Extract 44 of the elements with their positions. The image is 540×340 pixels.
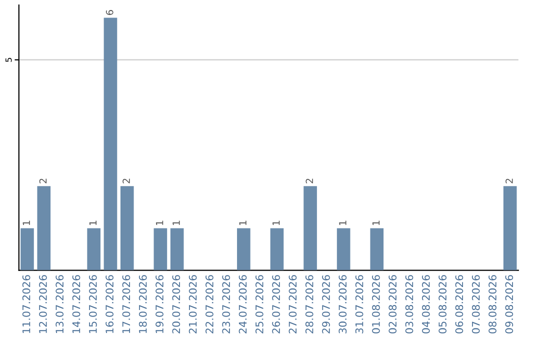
x-tick-label: 27.07.2026 xyxy=(288,275,297,334)
x-tick-label: 22.07.2026 xyxy=(206,275,214,334)
x-tick-label: 02.08.2026 xyxy=(388,275,397,334)
data-label: 1 xyxy=(89,220,97,226)
data-label: 1 xyxy=(339,220,346,226)
data-label: 2 xyxy=(39,178,47,184)
x-tick-label: 05.08.2026 xyxy=(438,275,446,334)
data-label: 2 xyxy=(122,178,130,184)
data-label: 6 xyxy=(106,10,114,15)
x-tick-label: 23.07.2026 xyxy=(222,275,230,334)
x-tick-label: 30.07.2026 xyxy=(338,275,347,334)
x-tick-label: 29.07.2026 xyxy=(322,275,330,334)
x-tick-label: 03.08.2026 xyxy=(405,275,414,334)
x-tick-label: 12.07.2026 xyxy=(39,275,47,333)
x-tick-label: 31.07.2026 xyxy=(355,275,364,334)
y-tick-label: 5 xyxy=(6,58,12,62)
x-tick-label: 07.08.2026 xyxy=(472,275,480,334)
x-tick-label: 28.07.2026 xyxy=(305,275,314,334)
x-tick-label: 01.08.2026 xyxy=(372,275,380,334)
x-tick-label: 04.08.2026 xyxy=(422,275,430,334)
x-tick-label: 19.07.2026 xyxy=(156,275,164,333)
x-tick-label: 11.07.2026 xyxy=(22,275,30,333)
data-label: 2 xyxy=(306,178,313,184)
x-tick-label: 15.07.2026 xyxy=(88,275,97,333)
x-tick-label: 21.07.2026 xyxy=(188,275,197,334)
x-tick-label: 06.08.2026 xyxy=(455,275,464,334)
data-label: 2 xyxy=(506,178,513,184)
data-label: 1 xyxy=(172,220,180,226)
data-label: 1 xyxy=(156,220,164,226)
data-label: 1 xyxy=(22,220,30,226)
x-tick-label: 17.07.2026 xyxy=(122,275,130,333)
data-label: 1 xyxy=(239,220,246,226)
x-tick-label: 18.07.2026 xyxy=(138,275,147,333)
x-tick-label: 25.07.2026 xyxy=(255,275,264,334)
x-tick-label: 13.07.2026 xyxy=(56,275,64,333)
x-tick-label: 08.08.2026 xyxy=(488,275,496,334)
x-tick-label: 14.07.2026 xyxy=(72,275,80,333)
x-tick-label: 26.07.2026 xyxy=(272,275,280,334)
data-label: 1 xyxy=(372,220,380,226)
x-tick-label: 20.07.2026 xyxy=(172,275,180,334)
x-tick-label: 09.08.2026 xyxy=(505,275,514,334)
data-label: 1 xyxy=(272,220,280,226)
x-tick-label: 16.07.2026 xyxy=(106,275,114,333)
x-tick-label: 24.07.2026 xyxy=(238,275,247,334)
